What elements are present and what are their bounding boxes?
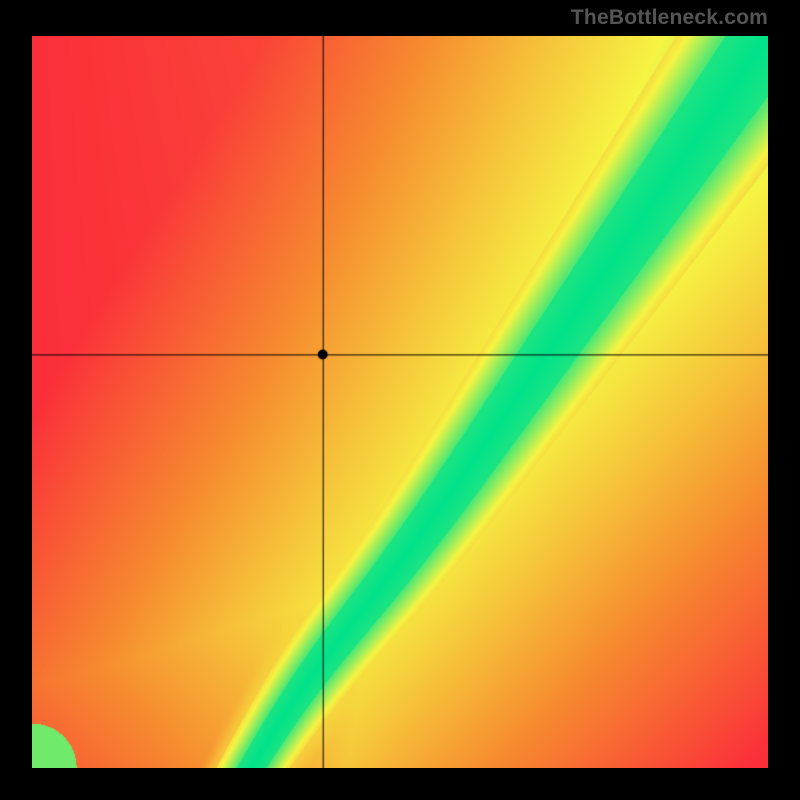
heatmap-plot bbox=[32, 36, 768, 768]
watermark-text: TheBottleneck.com bbox=[571, 6, 768, 30]
chart-container: TheBottleneck.com bbox=[0, 0, 800, 800]
